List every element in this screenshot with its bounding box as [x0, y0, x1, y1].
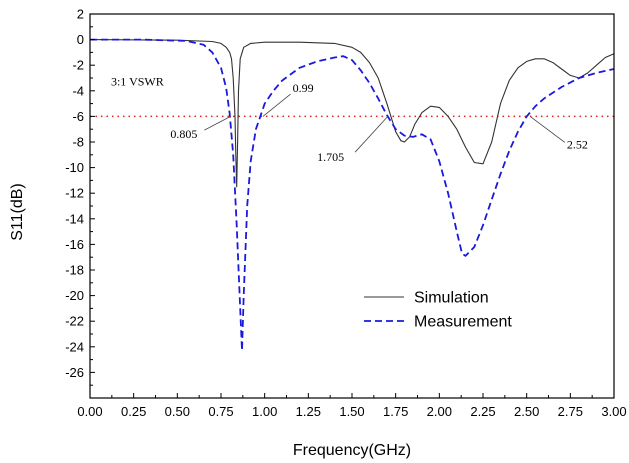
axes-group: 0.00 0.25 0.50 0.75 1.00 1.25 1.50 1.75 2.00 2.25…: [65, 7, 626, 420]
x-tick-label: 1.00: [252, 404, 277, 419]
y-tick-label: -10: [65, 160, 84, 175]
y-tick-label: 0: [77, 32, 84, 47]
legend: Simulation Measurement: [364, 290, 512, 331]
x-tick-label: 2.50: [514, 404, 539, 419]
y-tick-label: -22: [65, 314, 84, 329]
x-axis-title: Frequency(GHz): [293, 442, 411, 459]
x-tick-label: 1.50: [339, 404, 364, 419]
legend-label-simulation: Simulation: [414, 290, 489, 307]
y-tick-label: -20: [65, 288, 84, 303]
series-line-simulation: [89, 39, 615, 188]
y-tick-label: -24: [65, 339, 84, 354]
y-tick-label: -16: [65, 237, 84, 252]
annotation-label: 3:1 VSWR: [111, 75, 164, 89]
annotation-leader-line: [529, 116, 566, 143]
annotations-group: 3:1 VSWR 0.805 0.99 1.705 2.52: [111, 75, 588, 165]
x-tick-label: 0.25: [121, 404, 146, 419]
y-tick-label: -14: [65, 211, 84, 226]
x-tick-label: 2.25: [470, 404, 495, 419]
y-tick-label: 2: [77, 7, 84, 22]
annotation-label: 2.52: [567, 137, 588, 151]
x-tick-label: 1.25: [296, 404, 321, 419]
x-tick-label: 3.00: [601, 404, 626, 419]
annotation-label: 1.705: [317, 150, 344, 164]
y-tick-label: -2: [72, 58, 84, 73]
annotation-label: 0.805: [170, 127, 197, 141]
y-tick-label: -4: [72, 83, 84, 98]
series-line-measurement: [90, 38, 615, 352]
y-tick-label: -6: [72, 109, 84, 124]
annotation-leader-line: [204, 116, 231, 131]
y-axis-title: S11(dB): [9, 183, 26, 241]
x-tick-label: 0.50: [165, 404, 190, 419]
legend-label-measurement: Measurement: [414, 314, 512, 331]
y-tick-label: -26: [65, 365, 84, 380]
annotation-leader-line: [354, 116, 389, 153]
annotation-leader-line: [262, 93, 291, 117]
x-tick-label: 2.75: [558, 404, 583, 419]
y-tick-label: -8: [72, 135, 84, 150]
x-tick-label: 1.75: [383, 404, 408, 419]
y-tick-label: -18: [65, 263, 84, 278]
x-tick-label: 0.00: [77, 404, 102, 419]
series-group: [89, 38, 615, 352]
y-tick-label: -12: [65, 186, 84, 201]
annotation-label: 0.99: [293, 81, 314, 95]
x-tick-label: 2.00: [427, 404, 452, 419]
x-tick-label: 0.75: [208, 404, 233, 419]
